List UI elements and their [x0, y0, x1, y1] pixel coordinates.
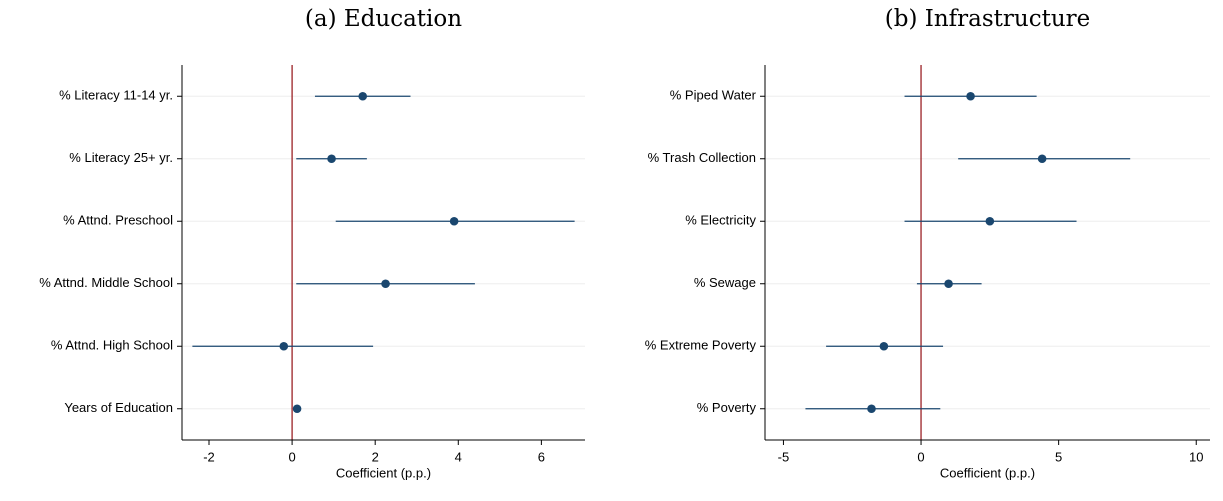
point-estimate [966, 91, 975, 101]
point-estimate [1037, 154, 1047, 164]
y-tick-label: % Attnd. High School [51, 338, 173, 353]
point-estimate [327, 154, 336, 164]
point-estimate [279, 341, 289, 351]
point-estimate [985, 216, 995, 226]
x-axis-label: Coefficient (p.p.) [336, 465, 431, 480]
y-tick-label: % Trash Collection [648, 150, 756, 165]
y-tick-label: % Poverty [697, 400, 757, 415]
y-tick-label: % Attnd. Middle School [39, 275, 173, 290]
panel-title: (b) Infrastructure [885, 6, 1091, 32]
point-estimate [867, 404, 876, 414]
point-estimate [944, 279, 953, 289]
x-tick-label: 0 [917, 449, 924, 464]
point-estimate [292, 404, 302, 414]
y-tick-label: Years of Education [64, 400, 173, 415]
point-estimate [381, 279, 390, 289]
x-tick-label: 2 [372, 449, 379, 464]
y-tick-label: % Attnd. Preschool [63, 213, 173, 228]
point-estimate [879, 341, 889, 351]
x-tick-label: -5 [778, 449, 790, 464]
y-tick-label: % Electricity [685, 213, 756, 228]
x-tick-label: -2 [203, 449, 215, 464]
y-tick-label: % Literacy 11-14 yr. [59, 88, 173, 103]
point-estimate [358, 91, 368, 101]
y-tick-label: % Sewage [694, 275, 756, 290]
y-tick-label: % Literacy 25+ yr. [69, 150, 173, 165]
x-tick-label: 10 [1189, 449, 1203, 464]
x-tick-label: 6 [538, 449, 545, 464]
x-tick-label: 4 [455, 449, 462, 464]
x-tick-label: 0 [288, 449, 295, 464]
y-tick-label: % Extreme Poverty [645, 338, 757, 353]
y-tick-label: % Piped Water [670, 88, 757, 103]
x-tick-label: 5 [1055, 449, 1062, 464]
panel-title: (a) Education [305, 6, 462, 32]
x-axis-label: Coefficient (p.p.) [940, 465, 1035, 480]
point-estimate [449, 216, 459, 226]
